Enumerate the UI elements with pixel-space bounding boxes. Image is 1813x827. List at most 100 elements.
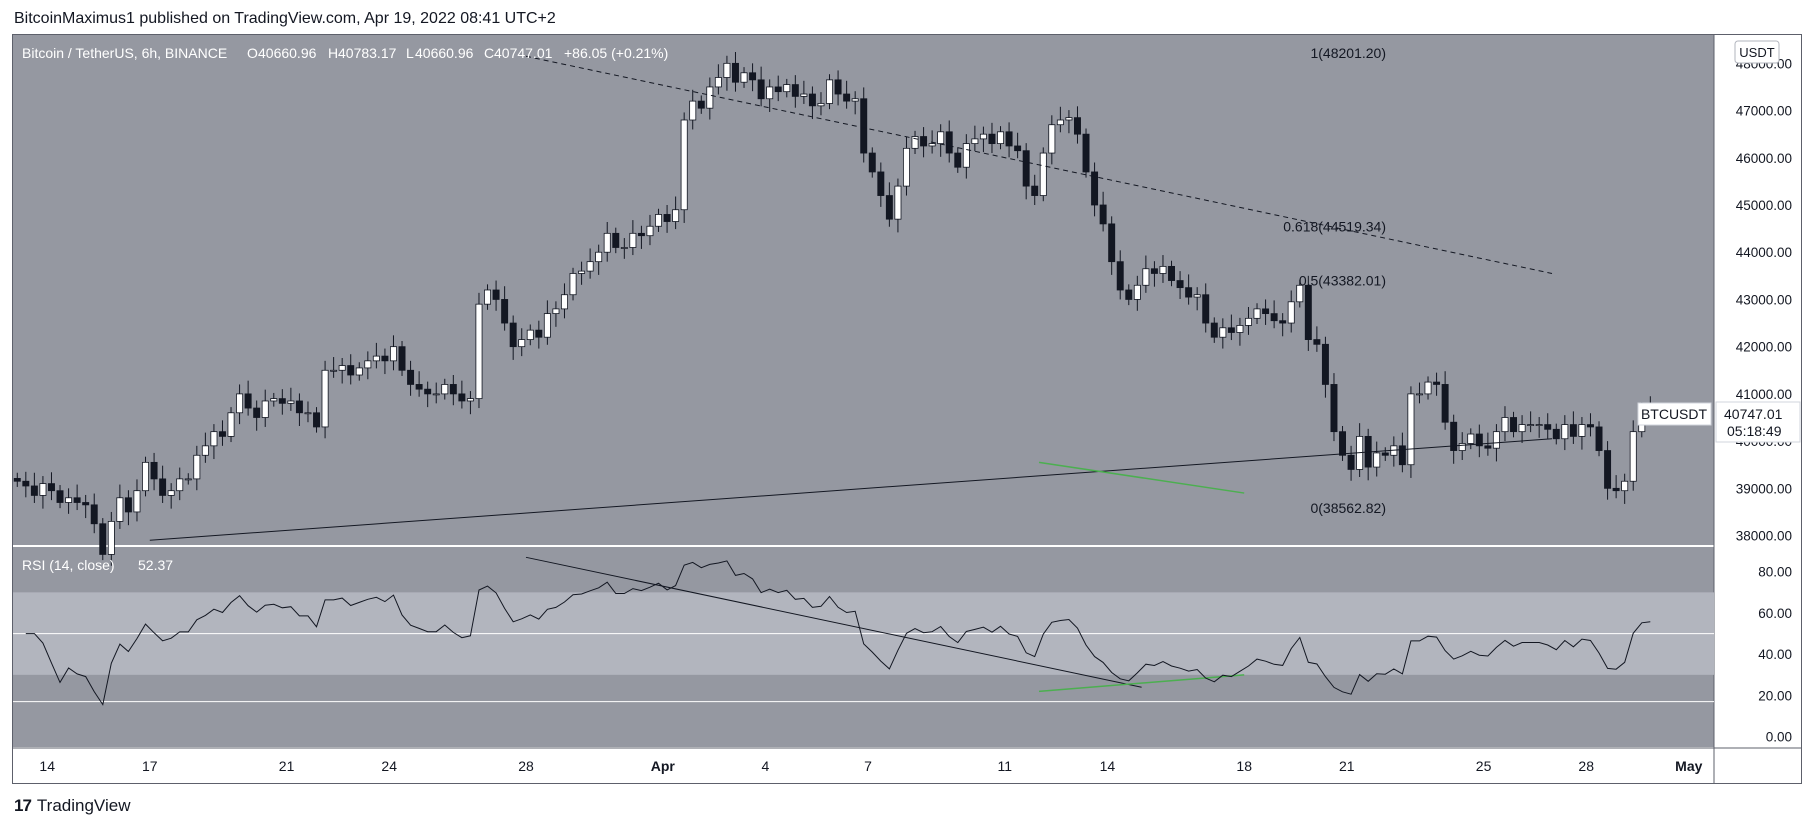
candle-bull	[1142, 268, 1150, 286]
candle-bull	[116, 497, 124, 522]
candle-bull	[962, 143, 970, 168]
fib-level-label: 1(48201.20)	[1310, 45, 1386, 61]
candle-bear	[398, 346, 406, 371]
candle-bull	[1518, 424, 1526, 433]
price-tick-label: 41000.00	[1736, 387, 1792, 402]
candle-bull	[1407, 393, 1415, 466]
time-tick-label: 14	[1100, 758, 1116, 774]
candle-bull	[1048, 124, 1056, 154]
candle-bull	[543, 313, 551, 338]
trendlines	[149, 55, 1553, 693]
candle-bear	[1073, 117, 1081, 135]
candle-bull	[321, 369, 329, 428]
rsi-legend-label[interactable]: RSI (14, close)	[22, 557, 115, 573]
ohlc-low-value: 40660.96	[415, 45, 474, 61]
candle-bull	[1133, 284, 1141, 300]
chart-frame	[12, 34, 1802, 784]
price-axis-bg[interactable]	[1715, 35, 1801, 747]
candle-bull	[1535, 424, 1543, 426]
rsi-line	[25, 560, 1651, 706]
candle-bull	[1253, 308, 1261, 319]
candle-bull	[236, 393, 244, 414]
candle-bear	[22, 480, 30, 487]
candle-bear	[1005, 131, 1013, 147]
candle-bear	[295, 400, 303, 414]
candle-bull	[560, 294, 568, 310]
candle-bull	[210, 431, 218, 447]
candle-bear	[1091, 171, 1099, 206]
time-tick-label: 17	[142, 758, 158, 774]
price-tick-label: 47000.00	[1736, 104, 1792, 119]
candle-bear	[612, 232, 620, 248]
candle-bull	[603, 232, 611, 253]
candle-bear	[1022, 150, 1030, 187]
candle-bull	[39, 483, 47, 496]
candle-bull	[902, 147, 910, 187]
candle-bear	[1381, 452, 1389, 456]
candle-bear	[1185, 287, 1193, 298]
candle-bear	[278, 398, 286, 404]
rsi-tick-label: 80.00	[1758, 565, 1792, 580]
candle-bull	[389, 346, 397, 362]
candle-bull	[1527, 424, 1535, 426]
candle-bear	[1210, 322, 1218, 338]
candle-bear	[1612, 487, 1620, 492]
candle-bull	[979, 133, 987, 140]
candle-bull	[142, 461, 150, 492]
last-price-value: 40747.01	[1724, 406, 1783, 422]
candle-bull	[826, 79, 834, 104]
candle-bear	[945, 131, 953, 154]
candle-bull	[184, 478, 192, 481]
currency-badge[interactable]	[1734, 40, 1780, 64]
candle-bull	[595, 251, 603, 263]
rsi-tick-label: 20.00	[1758, 688, 1792, 703]
candle-bear	[82, 502, 90, 506]
candle-bull	[911, 136, 919, 149]
price-tick-label: 45000.00	[1736, 198, 1792, 213]
candle-bull	[1373, 452, 1381, 468]
ohlc-high-label: H	[328, 45, 338, 61]
candle-bear	[637, 232, 645, 237]
candle-bear	[1270, 313, 1278, 322]
time-tick-label: 18	[1236, 758, 1252, 774]
price-tick-label: 42000.00	[1736, 340, 1792, 355]
price-tick-label: 39000.00	[1736, 481, 1792, 496]
candle-bull	[1159, 265, 1167, 274]
candle-bull	[227, 412, 235, 437]
time-tick-label: 28	[518, 758, 534, 774]
candle-bull	[1492, 431, 1500, 449]
candle-bull	[629, 232, 637, 248]
candle-bear	[218, 431, 226, 437]
ohlc-open-value: 40660.96	[258, 45, 317, 61]
candle-bear	[458, 393, 466, 402]
candle-bull	[287, 400, 295, 404]
symbol-title[interactable]: Bitcoin / TetherUS, 6h, BINANCE	[22, 45, 227, 61]
time-tick-label: May	[1675, 758, 1702, 774]
candle-bull	[851, 98, 859, 102]
rsi-trendline	[525, 556, 1142, 688]
time-axis-bg[interactable]	[13, 748, 1801, 783]
candle-bull	[475, 303, 483, 400]
time-tick-label: 24	[381, 758, 397, 774]
symbol-price-tag-label: BTCUSDT	[1641, 406, 1708, 422]
candle-bull	[680, 119, 688, 211]
tradingview-brand-label: TradingView	[36, 796, 131, 815]
candle-bear	[1279, 320, 1287, 324]
candle-bear	[1450, 421, 1458, 451]
candle-bear	[1227, 327, 1235, 333]
trendline	[525, 55, 1553, 274]
ohlc-change: +86.05 (+0.21%)	[564, 45, 668, 61]
last-price-tag	[1715, 401, 1801, 443]
trendline	[149, 438, 1553, 541]
tradingview-brand[interactable]: 17 TradingView	[14, 796, 130, 816]
candle-bear	[1347, 454, 1355, 470]
candle-bear	[1433, 381, 1441, 385]
rsi-tick-label: 60.00	[1758, 606, 1792, 621]
candle-bull	[1193, 294, 1201, 298]
time-tick-label: 21	[279, 758, 295, 774]
candle-bull	[338, 365, 346, 371]
candle-bear	[73, 497, 81, 503]
candle-bull	[441, 384, 449, 395]
candle-bear	[1313, 339, 1321, 345]
